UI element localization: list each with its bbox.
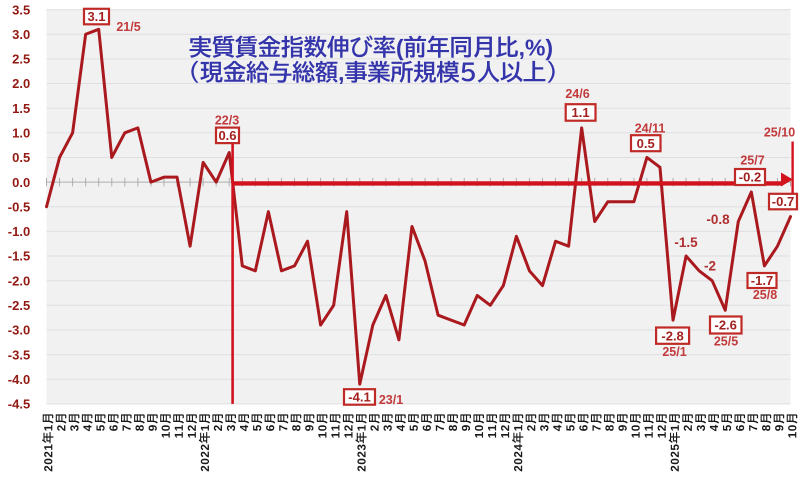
- svg-text:0.0: 0.0: [12, 175, 30, 190]
- svg-text:-1.5: -1.5: [674, 235, 698, 250]
- svg-text:0.6: 0.6: [218, 128, 236, 143]
- svg-text:-2.5: -2.5: [8, 298, 30, 313]
- svg-text:25/8: 25/8: [753, 288, 777, 302]
- svg-text:-3.0: -3.0: [8, 323, 30, 338]
- svg-text:-2: -2: [704, 258, 716, 273]
- svg-text:3.0: 3.0: [12, 27, 30, 42]
- svg-text:22/3: 22/3: [215, 114, 239, 128]
- svg-text:3.5: 3.5: [12, 2, 30, 17]
- svg-text:-0.2: -0.2: [739, 170, 761, 185]
- svg-text:3.1: 3.1: [87, 9, 105, 24]
- svg-text:0.5: 0.5: [12, 150, 30, 165]
- svg-text:24/6: 24/6: [565, 87, 589, 101]
- svg-text:-0.8: -0.8: [706, 212, 730, 227]
- svg-text:23/1: 23/1: [379, 393, 403, 407]
- svg-text:-4.1: -4.1: [348, 390, 370, 405]
- svg-text:-4.5: -4.5: [8, 397, 30, 412]
- svg-text:-0.5: -0.5: [8, 199, 30, 214]
- svg-text:1.5: 1.5: [12, 101, 30, 116]
- svg-text:24/11: 24/11: [635, 122, 666, 136]
- svg-text:-1.7: -1.7: [751, 273, 773, 288]
- svg-text:0.5: 0.5: [637, 136, 655, 151]
- svg-text:-3.5: -3.5: [8, 347, 30, 362]
- svg-text:1.1: 1.1: [572, 105, 590, 120]
- svg-text:25/10: 25/10: [764, 126, 795, 140]
- svg-text:1.0: 1.0: [12, 126, 30, 141]
- svg-text:-2.0: -2.0: [8, 273, 30, 288]
- svg-text:2.5: 2.5: [12, 52, 30, 67]
- svg-text:-4.0: -4.0: [8, 372, 30, 387]
- svg-text:25/7: 25/7: [740, 154, 764, 168]
- svg-text:25/5: 25/5: [714, 335, 738, 349]
- svg-text:-1.5: -1.5: [8, 249, 30, 264]
- svg-text:-2.6: -2.6: [714, 318, 736, 333]
- svg-text:-1.0: -1.0: [8, 224, 30, 239]
- svg-text:-2.8: -2.8: [661, 328, 683, 343]
- svg-text:-0.7: -0.7: [772, 194, 794, 209]
- svg-text:2.0: 2.0: [12, 76, 30, 91]
- svg-text:25/1: 25/1: [662, 345, 686, 359]
- svg-text:21/5: 21/5: [116, 20, 140, 34]
